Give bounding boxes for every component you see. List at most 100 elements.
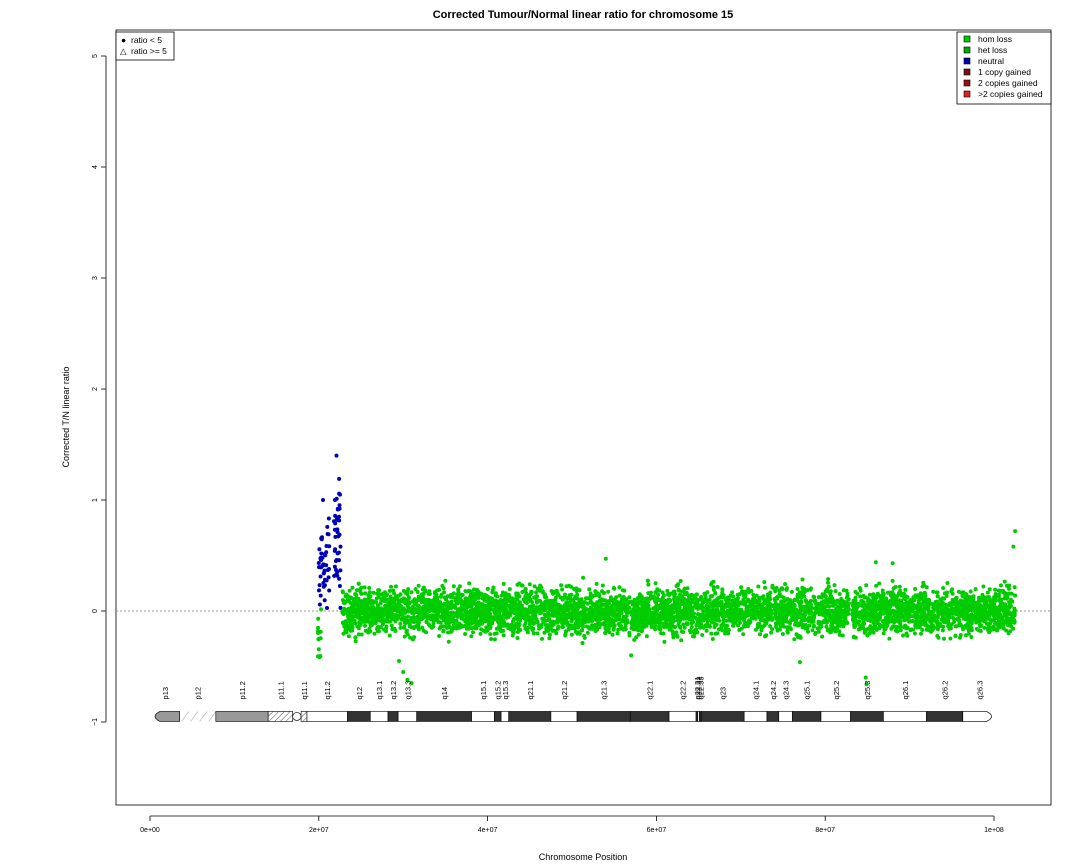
data-point (986, 625, 991, 630)
data-point (924, 622, 928, 627)
data-point (931, 589, 936, 594)
data-point (996, 616, 1000, 621)
data-point (759, 595, 764, 600)
data-point (987, 609, 992, 614)
data-point (745, 612, 749, 617)
data-point (337, 476, 342, 481)
data-point (456, 587, 461, 592)
data-point (337, 491, 342, 496)
data-point (648, 596, 653, 601)
data-point (327, 567, 331, 571)
data-point (795, 587, 800, 591)
data-point (809, 586, 813, 591)
data-point (348, 601, 353, 605)
data-point (406, 596, 411, 601)
data-point (727, 597, 732, 602)
data-point (863, 606, 868, 611)
data-point (332, 564, 337, 569)
data-point (778, 618, 783, 623)
data-point (409, 625, 414, 630)
data-point (678, 579, 683, 583)
data-point (787, 625, 792, 630)
data-point (656, 603, 661, 608)
data-point (948, 636, 953, 641)
data-point (374, 626, 379, 631)
data-point (712, 621, 717, 626)
data-point (650, 618, 655, 623)
data-point (841, 588, 846, 593)
data-point (587, 626, 592, 631)
data-point (719, 625, 724, 630)
data-point (687, 628, 692, 633)
data-point (837, 632, 842, 637)
data-point (546, 610, 551, 615)
data-point (753, 599, 758, 604)
data-point (674, 630, 679, 635)
data-point (464, 626, 469, 631)
data-point (875, 606, 880, 611)
data-point (617, 621, 622, 626)
data-point (912, 631, 917, 636)
data-point (562, 603, 567, 608)
data-point (468, 595, 472, 599)
data-point (441, 629, 446, 634)
data-point (322, 570, 327, 575)
data-point (940, 613, 945, 618)
data-point (447, 624, 452, 629)
data-point (654, 601, 659, 605)
data-point (924, 585, 929, 590)
data-point (567, 594, 572, 598)
data-point (991, 612, 996, 617)
data-point (606, 589, 611, 594)
data-point (954, 595, 959, 600)
data-point (807, 615, 812, 620)
data-point (993, 587, 998, 592)
data-point (618, 600, 623, 605)
data-point (317, 547, 322, 552)
data-point (550, 608, 555, 613)
data-point (594, 581, 599, 586)
data-point (475, 587, 479, 592)
data-point (324, 550, 329, 555)
data-point (653, 611, 658, 616)
data-point (974, 619, 979, 624)
data-point (999, 597, 1004, 602)
data-point (555, 620, 560, 625)
data-point (600, 583, 605, 588)
data-point (539, 585, 544, 590)
data-point (340, 589, 345, 594)
data-point (525, 628, 530, 633)
data-point (950, 587, 955, 592)
data-point (705, 590, 710, 595)
data-point (491, 599, 496, 604)
data-point (881, 631, 886, 636)
data-point (359, 632, 364, 637)
data-point (837, 629, 842, 634)
data-point (363, 623, 367, 628)
data-point (751, 592, 756, 597)
data-point (398, 625, 403, 630)
data-point (790, 602, 795, 607)
data-point (963, 633, 968, 638)
data-point (389, 623, 394, 628)
data-point (740, 589, 744, 594)
data-point (387, 633, 392, 638)
data-point (636, 628, 641, 633)
data-point (675, 633, 679, 638)
data-point (1008, 612, 1013, 617)
data-point (812, 595, 817, 600)
data-point (399, 612, 404, 617)
data-point (375, 591, 380, 596)
data-point (753, 627, 758, 632)
data-point (489, 637, 494, 641)
data-point (804, 599, 809, 604)
data-point (687, 604, 692, 609)
data-point (648, 593, 653, 598)
data-point (812, 611, 817, 616)
data-point (762, 580, 767, 585)
data-point (1002, 579, 1007, 584)
data-point (735, 592, 740, 597)
data-point (861, 621, 865, 626)
data-point (518, 628, 523, 632)
data-point (996, 592, 1001, 597)
